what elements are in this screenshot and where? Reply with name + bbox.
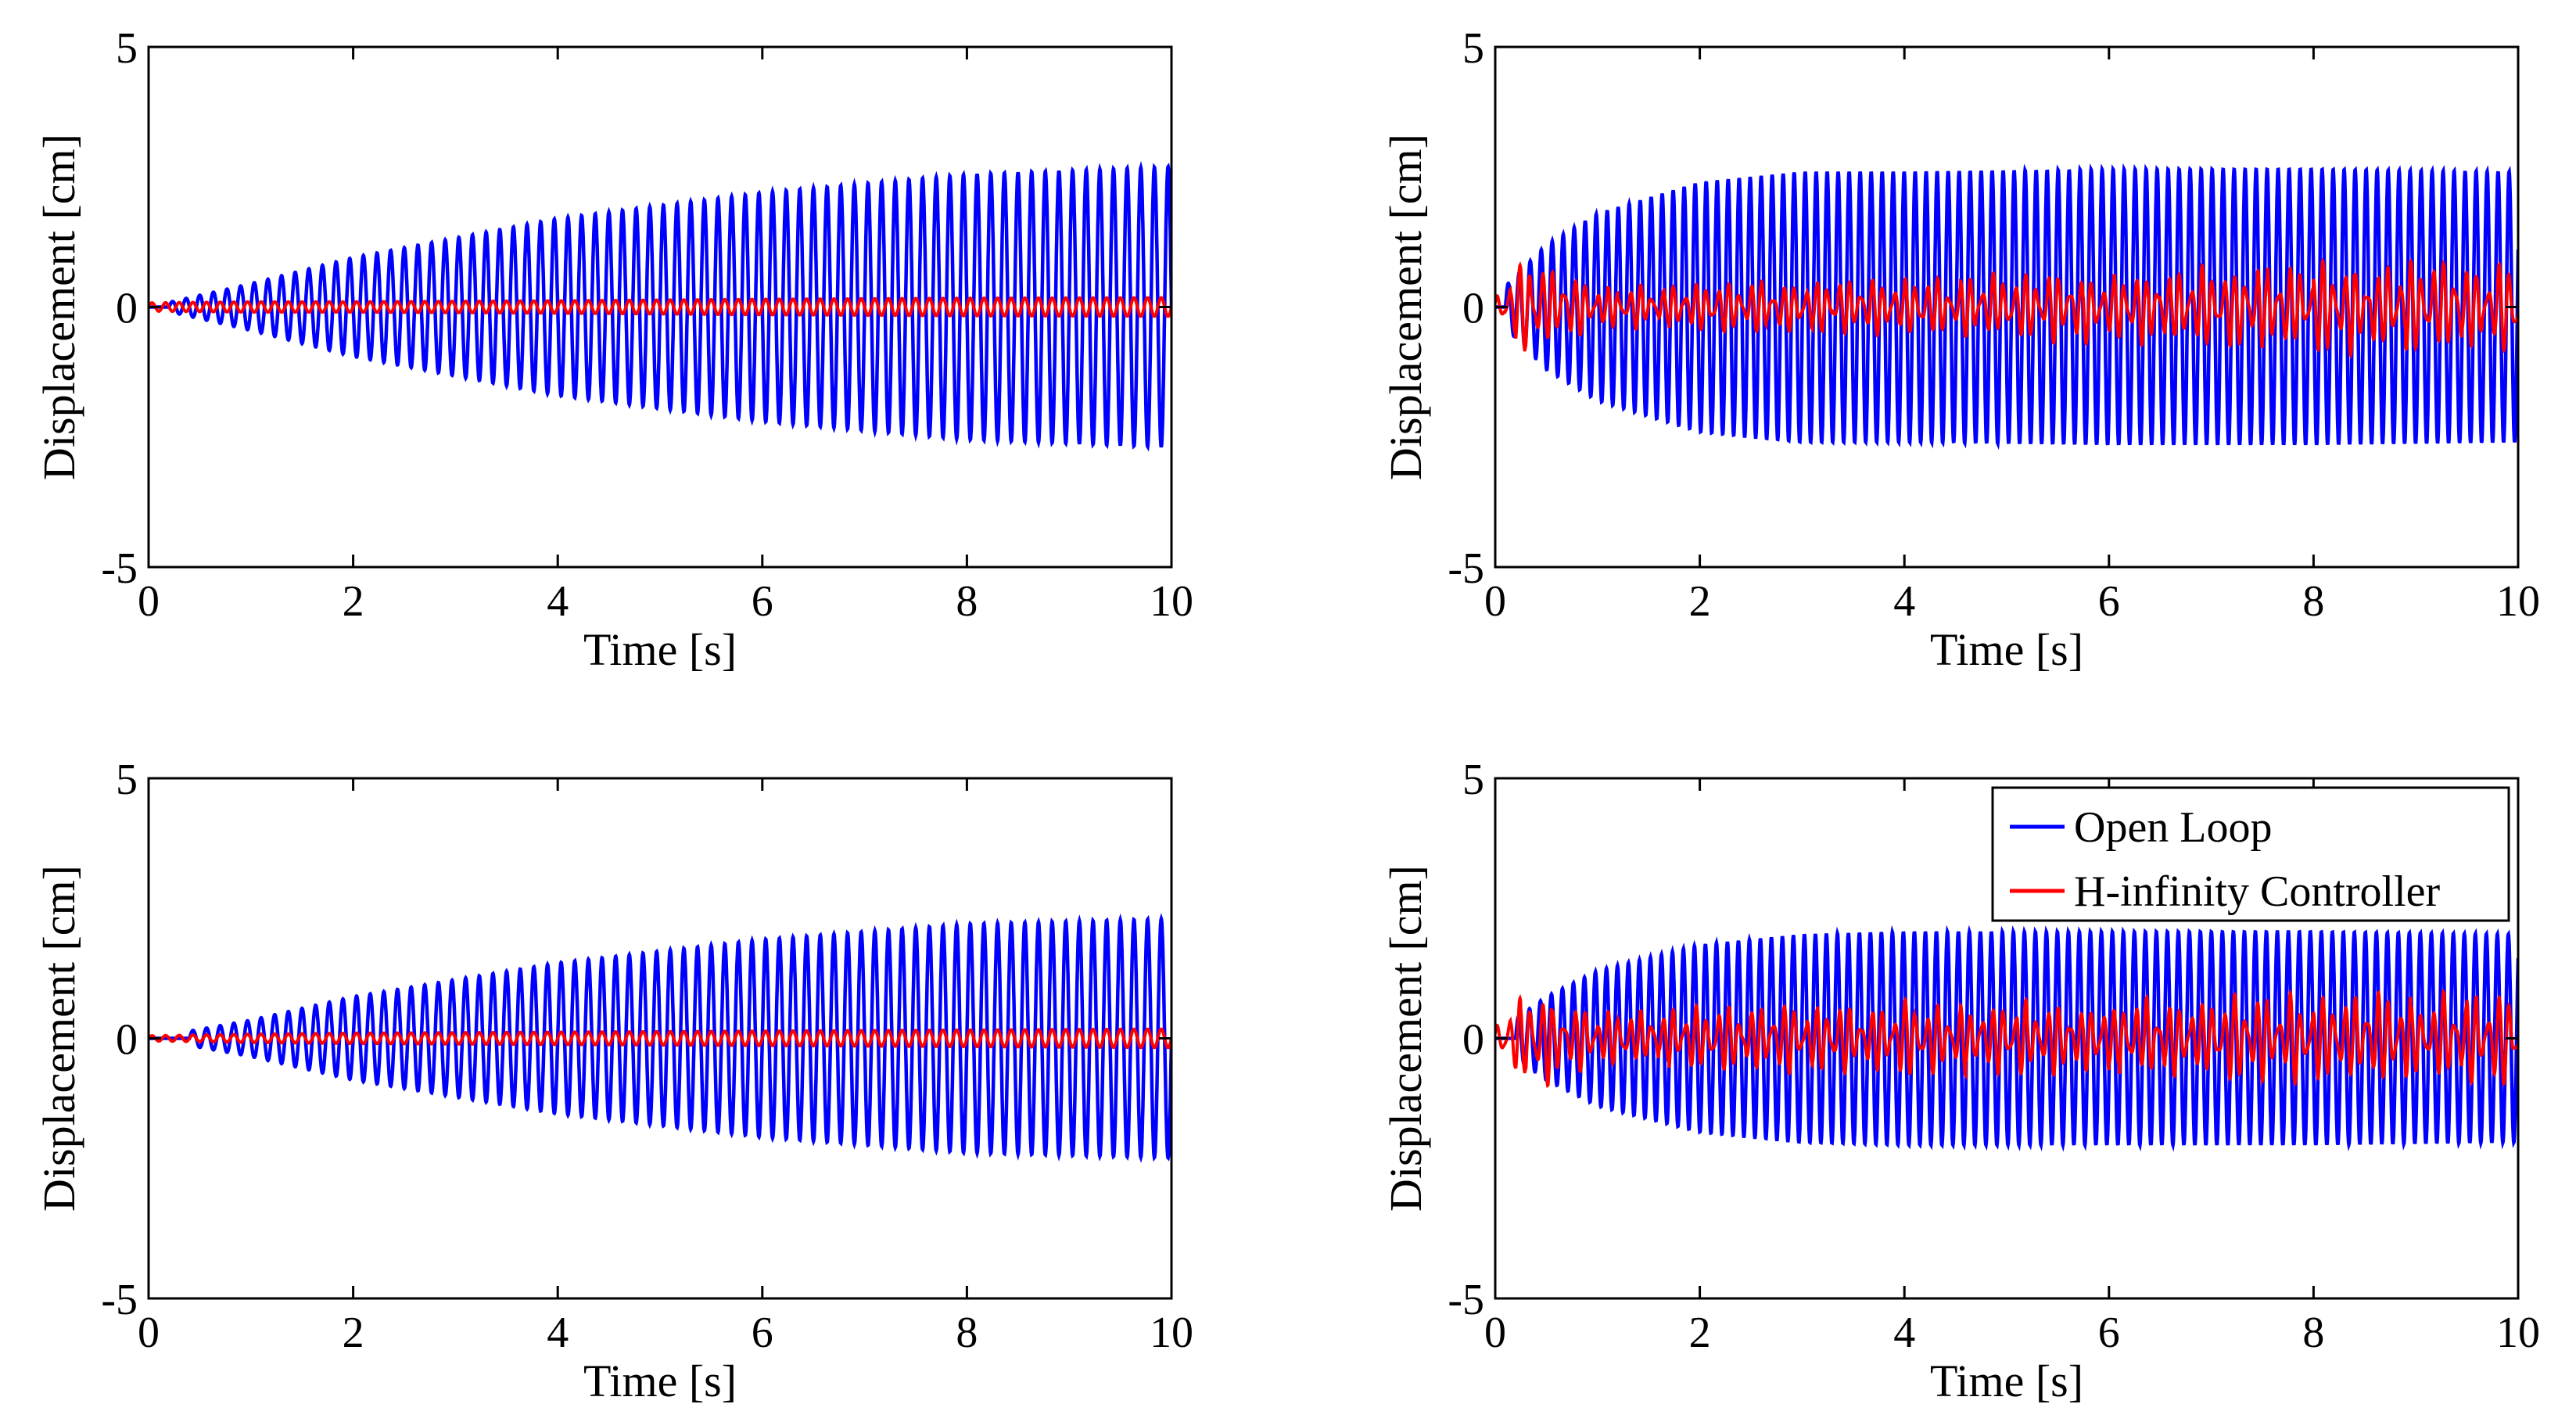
series-line-h-infinity-controller	[149, 1027, 1171, 1050]
x-tick-label: 6	[752, 577, 773, 626]
x-tick-label: 2	[1689, 577, 1711, 626]
y-tick-label: -5	[1448, 544, 1484, 593]
x-tick-label: 0	[1484, 577, 1506, 626]
y-axis-label: Displacement [cm]	[34, 865, 84, 1212]
legend-entry-label: Open Loop	[2074, 803, 2273, 852]
x-tick-label: 6	[2098, 577, 2120, 626]
x-axis-label: Time [s]	[1930, 624, 2083, 675]
y-tick-label: 5	[1462, 756, 1484, 804]
x-tick-label: 2	[343, 1309, 364, 1357]
x-tick-label: 6	[2098, 1309, 2120, 1357]
x-tick-label: 4	[547, 1309, 569, 1357]
x-tick-label: 4	[1893, 577, 1915, 626]
x-tick-label: 2	[1689, 1309, 1711, 1357]
x-tick-label: 4	[547, 577, 569, 626]
x-tick-label: 10	[1150, 1309, 1193, 1357]
x-tick-label: 8	[2302, 577, 2324, 626]
y-tick-label: 0	[1462, 285, 1484, 333]
y-tick-label: 5	[116, 24, 138, 73]
legend-box	[1991, 786, 2510, 922]
x-tick-label: 2	[343, 577, 364, 626]
x-tick-label: 4	[1893, 1309, 1915, 1357]
y-tick-label: -5	[101, 1276, 138, 1324]
x-tick-label: 8	[956, 577, 978, 626]
y-axis-label: Displacement [cm]	[1380, 134, 1431, 480]
x-tick-label: 8	[2302, 1309, 2324, 1357]
x-axis-label: Time [s]	[583, 1356, 737, 1406]
x-tick-label: 0	[138, 577, 160, 626]
series-line-open-loop	[1495, 925, 2518, 1152]
x-axis-label: Time [s]	[1930, 1356, 2083, 1406]
series-line-open-loop	[1495, 163, 2518, 451]
y-tick-label: 0	[116, 285, 138, 333]
x-tick-label: 8	[956, 1309, 978, 1357]
y-tick-label: 0	[116, 1016, 138, 1065]
legend: Open Loop H-infinity Controller	[1991, 786, 2510, 922]
x-tick-label: 6	[752, 1309, 773, 1357]
x-tick-label: 0	[138, 1309, 160, 1357]
x-axis-label: Time [s]	[583, 624, 737, 675]
series-line-h-infinity-controller	[1495, 257, 2518, 360]
y-tick-label: -5	[101, 544, 138, 593]
y-tick-label: 0	[1462, 1016, 1484, 1065]
series-line-h-infinity-controller	[1495, 988, 2518, 1089]
x-tick-label: 10	[1150, 577, 1193, 626]
y-tick-label: -5	[1448, 1276, 1484, 1324]
x-tick-label: 0	[1484, 1309, 1506, 1357]
x-tick-label: 10	[2496, 577, 2540, 626]
x-tick-label: 10	[2496, 1309, 2540, 1357]
y-tick-label: 5	[116, 756, 138, 804]
series-line-h-infinity-controller	[149, 296, 1171, 318]
y-axis-label: Displacement [cm]	[1380, 865, 1431, 1212]
y-tick-label: 5	[1462, 24, 1484, 73]
legend-entry-label: H-infinity Controller	[2074, 867, 2441, 916]
y-axis-label: Displacement [cm]	[34, 134, 84, 480]
